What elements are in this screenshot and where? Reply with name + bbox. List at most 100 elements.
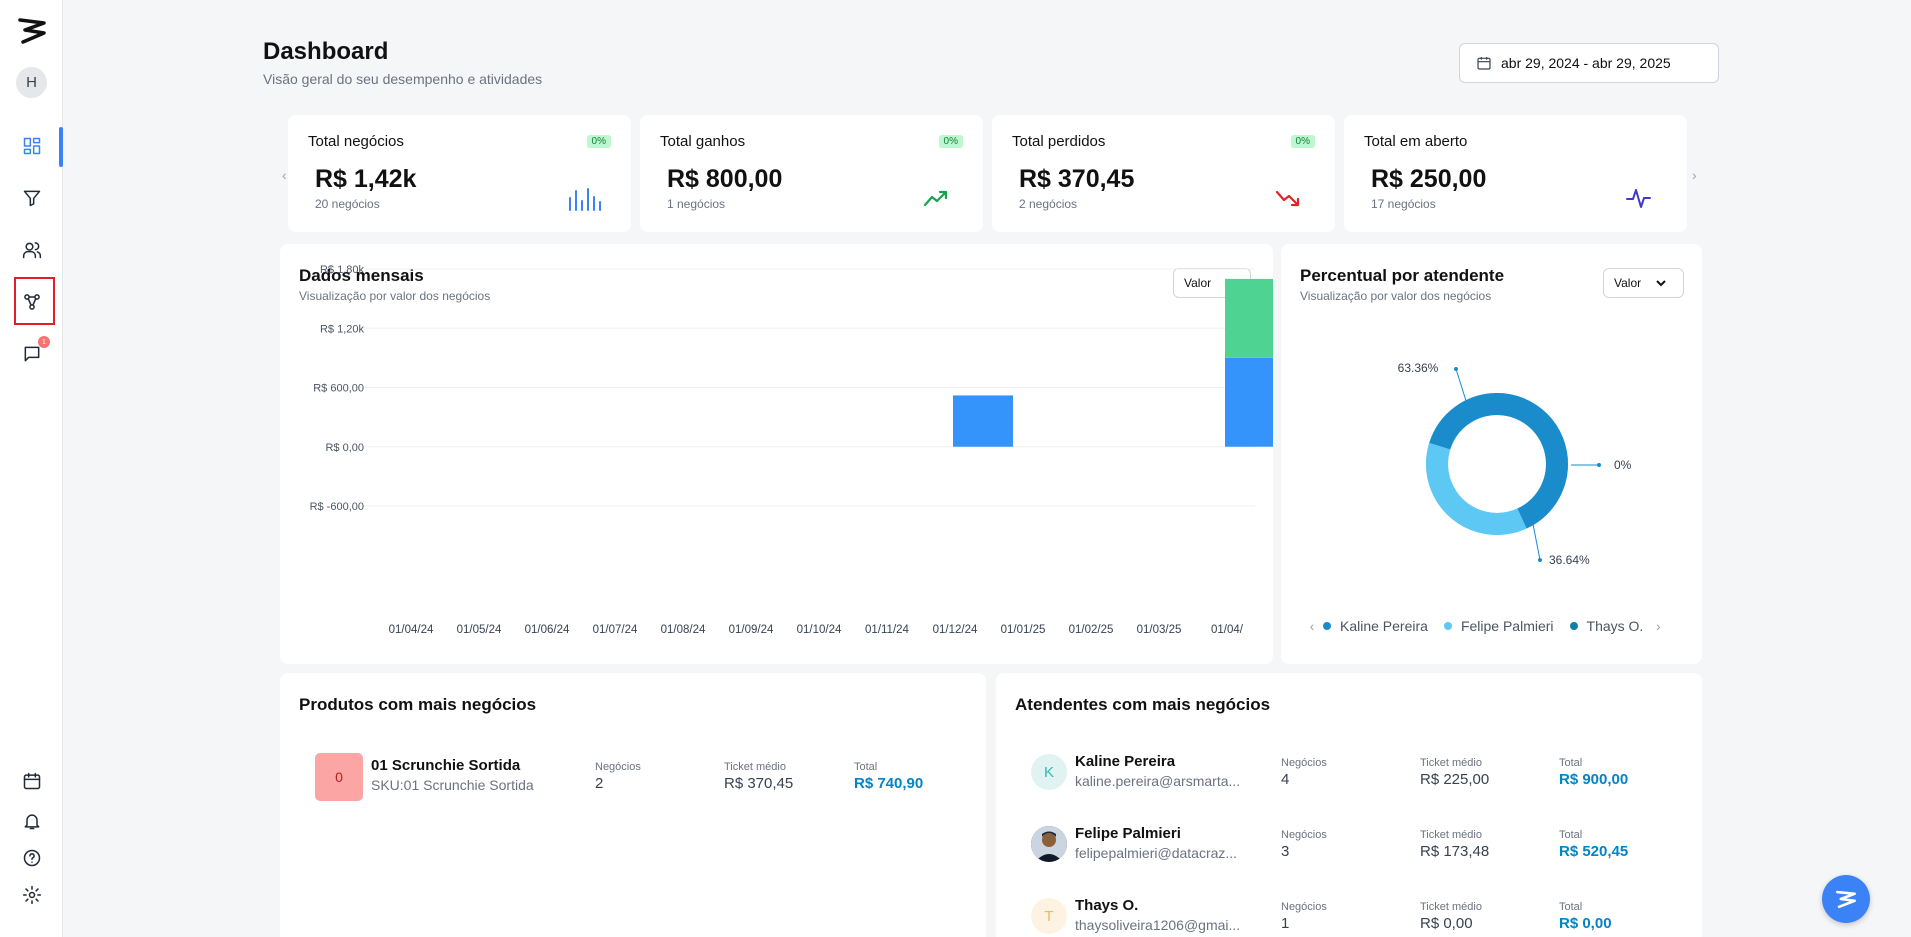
panel-title: Dados mensais <box>299 266 424 285</box>
label-dot <box>1454 367 1458 371</box>
col-total-value: R$ 0,00 <box>1559 915 1612 932</box>
slice-percent-label: 0% <box>1614 458 1632 472</box>
date-range-picker[interactable]: abr 29, 2024 - abr 29, 2025 <box>1459 43 1719 83</box>
donut-slice <box>1426 393 1568 535</box>
product-name: 01 Scrunchie Sortida <box>371 757 521 774</box>
user-avatar[interactable]: H <box>16 67 47 98</box>
x-tick-label: 01/04/24 <box>389 624 434 636</box>
legend-prev-icon[interactable]: ‹ <box>1309 618 1315 634</box>
kpi-label: Total perdidos <box>1012 133 1106 150</box>
attendant-email: kaline.pereira@arsmarta... <box>1075 773 1241 789</box>
col-ticket-value: R$ 0,00 <box>1420 915 1473 932</box>
x-tick-label: 01/04/ <box>1211 624 1244 636</box>
kpi-badge: 0% <box>586 135 611 148</box>
col-ticket-value: R$ 173,48 <box>1420 843 1490 860</box>
page-title: Dashboard <box>263 38 389 65</box>
kpi-prev-arrow[interactable]: ‹ <box>282 167 287 183</box>
sidebar-item-help[interactable] <box>16 842 48 874</box>
avatar: T <box>1031 898 1067 934</box>
share-nodes-icon <box>24 294 40 310</box>
person-photo-icon <box>1031 826 1067 862</box>
donut-slice <box>1426 393 1568 535</box>
panel-subtitle: Visualização por valor dos negócios <box>299 289 491 303</box>
kpi-label: Total em aberto <box>1364 133 1468 150</box>
legend-next-icon[interactable]: › <box>1655 618 1661 634</box>
chevron-down-icon <box>1656 280 1666 287</box>
col-total-value: R$ 520,45 <box>1559 843 1629 860</box>
col-total-label: Total <box>1559 901 1583 913</box>
attendant-name: Kaline Pereira <box>1075 753 1176 770</box>
help-circle-icon <box>23 849 41 867</box>
legend-label: Kaline Pereira <box>1340 618 1428 634</box>
attendant-email: thaysoliveira1206@gmai... <box>1075 917 1241 933</box>
sidebar-item-integrations[interactable] <box>16 286 48 318</box>
top-attendants-panel: Atendentes com mais negócios K Kaline Pe… <box>996 673 1702 937</box>
sidebar-item-settings[interactable] <box>16 879 48 911</box>
col-total-label: Total <box>854 761 878 773</box>
kpi-card-lost: Total perdidos 0% R$ 370,45 2 negócios <box>992 115 1335 232</box>
kpi-value: R$ 1,42k <box>315 165 417 193</box>
sidebar-item-contacts[interactable] <box>16 234 48 266</box>
x-tick-label: 01/03/25 <box>1137 624 1182 636</box>
donut-legend: ‹ Kaline Pereira Felipe Palmieri Thays O… <box>1301 618 1691 634</box>
kpi-sub: 1 negócios <box>667 197 726 211</box>
message-icon <box>24 346 40 362</box>
percent-metric-select[interactable]: Valor <box>1603 268 1684 298</box>
col-total-value: R$ 900,00 <box>1559 771 1629 788</box>
legend-item[interactable]: Felipe Palmieri <box>1443 618 1554 634</box>
chat-notification-badge: 1 <box>38 336 50 348</box>
legend-item[interactable]: Kaline Pereira <box>1323 618 1428 634</box>
trending-up-icon <box>923 190 948 207</box>
legend-dot <box>1569 622 1578 630</box>
app-logo-icon[interactable] <box>17 16 47 46</box>
col-ticket-label: Ticket médio <box>1420 757 1482 769</box>
kpi-value: R$ 250,00 <box>1371 165 1487 193</box>
col-total-value: R$ 740,90 <box>854 775 924 792</box>
users-icon <box>22 242 42 259</box>
col-ticket-value: R$ 225,00 <box>1420 771 1490 788</box>
gear-icon <box>22 885 42 905</box>
bar <box>953 395 1013 447</box>
select-value: Valor <box>1614 276 1642 290</box>
kpi-card-total: Total negócios 0% R$ 1,42k 20 negócios <box>288 115 631 232</box>
percent-by-attendant-panel: Percentual por atendente Visualização po… <box>1281 244 1702 664</box>
col-negocios-label: Negócios <box>1281 757 1327 769</box>
avatar <box>1031 826 1067 862</box>
sidebar-item-calendar[interactable] <box>16 765 48 797</box>
attendant-name: Felipe Palmieri <box>1075 825 1181 842</box>
kpi-label: Total ganhos <box>660 133 746 150</box>
x-tick-label: 01/01/25 <box>1001 624 1046 636</box>
panel-subtitle: Visualização por valor dos negócios <box>1300 289 1492 303</box>
active-indicator <box>59 127 63 167</box>
x-tick-label: 01/10/24 <box>797 624 842 636</box>
sidebar-item-chat[interactable] <box>16 338 48 370</box>
col-negocios-value: 2 <box>595 775 604 792</box>
attendant-name: Thays O. <box>1075 897 1139 914</box>
avatar: K <box>1031 754 1067 790</box>
highlight-box <box>14 277 55 325</box>
legend-label: Thays O. <box>1586 618 1644 634</box>
kpi-next-arrow[interactable]: › <box>1692 167 1697 183</box>
bar-chart-icon <box>569 188 601 211</box>
y-tick-label: R$ 1,20k <box>320 323 365 335</box>
sidebar-item-notifications[interactable] <box>16 805 48 837</box>
col-ticket-value: R$ 370,45 <box>724 775 794 792</box>
trending-down-icon <box>1275 190 1300 207</box>
legend-dot <box>1323 622 1331 630</box>
col-negocios-label: Negócios <box>1281 829 1327 841</box>
kpi-label: Total negócios <box>308 133 404 150</box>
col-negocios-value: 4 <box>1281 771 1290 788</box>
col-ticket-label: Ticket médio <box>1420 829 1482 841</box>
chat-launcher-button[interactable] <box>1822 875 1870 923</box>
monthly-data-panel: Dados mensais Visualização por valor dos… <box>280 244 1273 664</box>
sidebar-item-dashboard[interactable] <box>16 130 48 162</box>
y-tick-label: R$ -600,00 <box>310 501 364 513</box>
x-tick-label: 01/09/24 <box>729 624 774 636</box>
slice-percent-label: 36.64% <box>1549 553 1590 567</box>
legend-label: Felipe Palmieri <box>1460 618 1554 634</box>
y-tick-label: R$ 0,00 <box>325 442 364 454</box>
top-products-panel: Produtos com mais negócios 0 01 Scrunchi… <box>280 673 986 937</box>
col-total-label: Total <box>1559 829 1583 841</box>
sidebar-item-funnel[interactable] <box>16 182 48 214</box>
legend-item[interactable]: Thays O. <box>1569 618 1644 634</box>
